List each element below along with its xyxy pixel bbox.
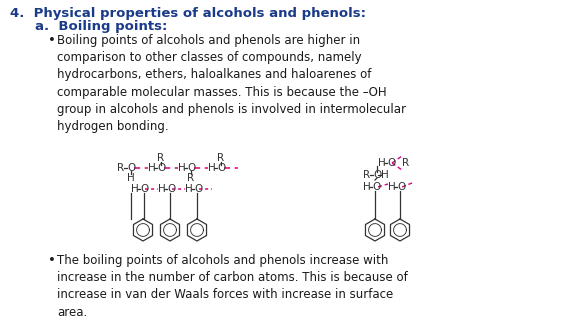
Text: R: R [187, 173, 195, 183]
Text: O: O [194, 184, 202, 194]
Text: O: O [127, 163, 135, 173]
Text: H: H [185, 184, 193, 194]
Text: 4.  Physical properties of alcohols and phenols:: 4. Physical properties of alcohols and p… [10, 7, 366, 20]
Text: H: H [148, 163, 156, 173]
Text: R: R [363, 170, 370, 180]
Text: •: • [48, 254, 56, 267]
Text: a.  Boiling points:: a. Boiling points: [35, 20, 168, 33]
Text: O: O [140, 184, 148, 194]
Text: The boiling points of alcohols and phenols increase with
increase in the number : The boiling points of alcohols and pheno… [57, 254, 408, 318]
Text: H: H [178, 163, 186, 173]
Text: H: H [381, 170, 389, 180]
Text: O: O [157, 163, 165, 173]
Text: •: • [48, 34, 56, 47]
Text: O: O [373, 170, 381, 180]
Text: O: O [387, 158, 395, 168]
Text: H: H [378, 158, 386, 168]
Text: H: H [131, 184, 139, 194]
Text: R: R [157, 153, 165, 163]
Text: R: R [402, 158, 409, 168]
Text: R: R [117, 163, 124, 173]
Text: O: O [217, 163, 225, 173]
Text: H: H [158, 184, 166, 194]
Text: H: H [388, 182, 396, 192]
Text: O: O [372, 182, 380, 192]
Text: Boiling points of alcohols and phenols are higher in
comparison to other classes: Boiling points of alcohols and phenols a… [57, 34, 406, 133]
Text: H: H [127, 173, 135, 183]
Text: H: H [208, 163, 216, 173]
Text: H: H [363, 182, 371, 192]
Text: O: O [187, 163, 195, 173]
Text: O: O [167, 184, 175, 194]
Text: R: R [217, 153, 225, 163]
Text: O: O [397, 182, 405, 192]
